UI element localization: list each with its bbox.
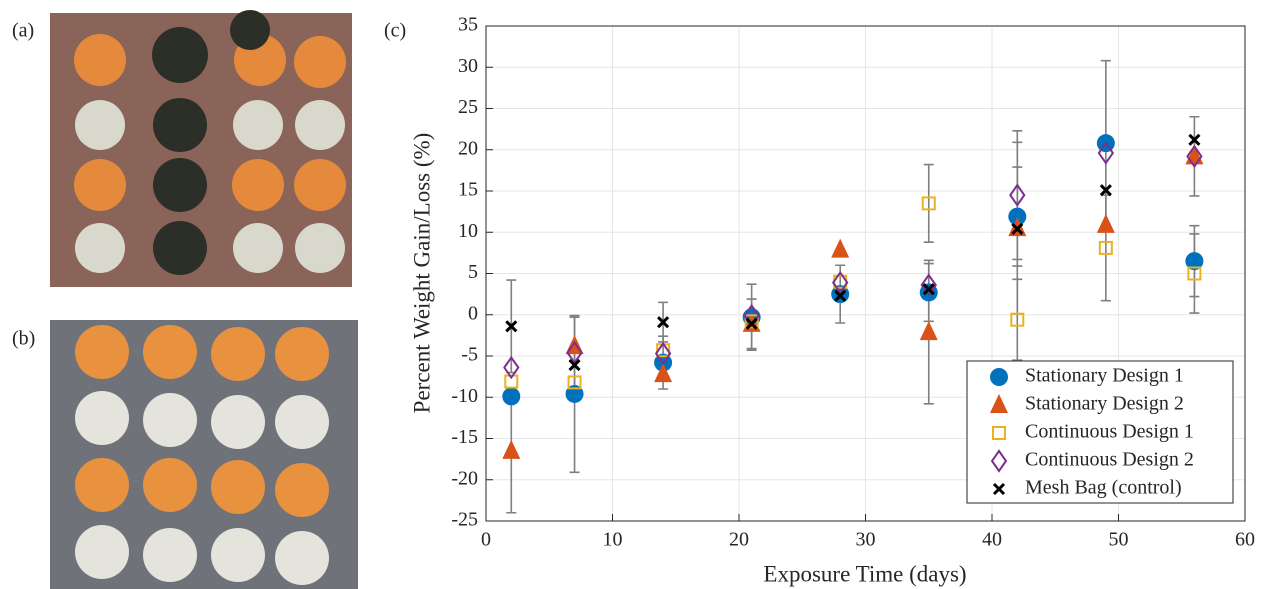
error-bar [1012, 129, 1023, 261]
x-tick-label: 60 [1235, 529, 1255, 551]
y-tick-label: -15 [451, 426, 478, 448]
error-bar [1100, 194, 1111, 302]
marker [831, 238, 850, 258]
legend-marker [992, 426, 1006, 440]
marker [567, 375, 582, 390]
legend-label: Continuous Design 1 [1025, 421, 1194, 443]
error-bar [1012, 278, 1023, 361]
legend-label: Continuous Design 2 [1025, 449, 1194, 471]
y-tick-label: 15 [458, 179, 478, 201]
marker [654, 363, 673, 383]
y-tick-label: 30 [458, 55, 478, 77]
marker [922, 283, 935, 296]
panel-label: (b) [12, 328, 35, 350]
marker [1186, 144, 1203, 169]
plot-frame [485, 25, 1246, 522]
x-tick-label: 0 [481, 529, 491, 551]
marker [502, 439, 521, 459]
legend: Stationary Design 1 Stationary Design 2 Co… [966, 360, 1234, 504]
x-tick-label: 20 [729, 529, 749, 551]
marker [919, 321, 938, 341]
legend-box [966, 360, 1234, 504]
y-tick-label: 20 [458, 137, 478, 159]
x-tick-label: 50 [1109, 529, 1129, 551]
marker [1185, 252, 1204, 271]
marker [745, 317, 758, 330]
y-tick-label: -25 [451, 509, 478, 531]
marker [657, 316, 670, 329]
marker [502, 387, 521, 406]
marker [920, 273, 937, 297]
marker [654, 341, 672, 366]
legend-marker [990, 449, 1008, 473]
marker [831, 270, 849, 295]
y-tick-label: 35 [458, 14, 478, 36]
marker [565, 384, 584, 403]
marker [1008, 207, 1027, 226]
marker [1187, 266, 1202, 281]
legend-label: Stationary Design 2 [1025, 393, 1184, 415]
x-tick-label: 30 [856, 529, 876, 551]
marker [1097, 141, 1115, 165]
marker [744, 314, 759, 329]
panel-label: (a) [12, 20, 34, 42]
marker [921, 196, 936, 211]
photo-b [50, 320, 358, 589]
legend-marker [990, 368, 1008, 386]
photo-a [50, 10, 352, 287]
marker [1188, 133, 1201, 146]
y-tick-label: -5 [461, 344, 478, 366]
error-bar [1189, 233, 1200, 314]
x-tick-label: 40 [982, 529, 1002, 551]
y-tick-label: 5 [468, 261, 478, 283]
legend-marker [992, 482, 1006, 496]
marker [503, 355, 520, 380]
panel-label: (c) [384, 20, 406, 42]
y-tick-label: -20 [451, 467, 478, 489]
marker [1011, 222, 1024, 236]
y-tick-label: 25 [458, 96, 478, 118]
y-tick-label: -10 [451, 385, 478, 407]
marker [505, 320, 518, 333]
marker [568, 359, 581, 372]
legend-marker [990, 394, 1008, 413]
marker [1010, 312, 1025, 327]
error-bar [923, 163, 934, 243]
legend-label: Stationary Design 1 [1025, 365, 1184, 387]
marker [1009, 183, 1026, 207]
marker [1099, 184, 1112, 197]
marker [566, 340, 583, 365]
y-tick-label: 10 [458, 220, 478, 242]
marker [1096, 213, 1115, 233]
marker [834, 289, 847, 302]
x-axis-label: Exposure Time (days) [763, 561, 966, 586]
y-axis-label: Percent Weight Gain/Loss (%) [409, 133, 434, 414]
marker [1098, 240, 1113, 255]
legend-label: Mesh Bag (control) [1025, 477, 1182, 499]
x-tick-label: 10 [603, 529, 623, 551]
marker [504, 374, 519, 389]
y-tick-label: 0 [468, 302, 478, 324]
